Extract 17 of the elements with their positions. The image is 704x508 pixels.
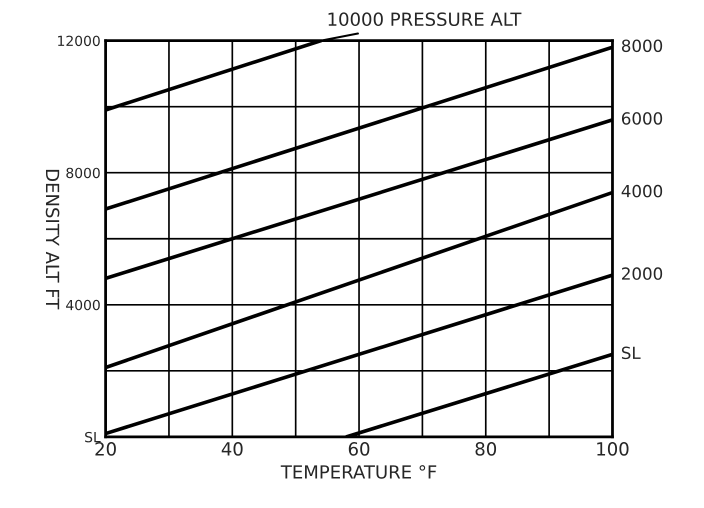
y-tick-label: 8000	[66, 168, 100, 178]
x-tick-label: 80	[475, 442, 496, 456]
series-label: 2000	[622, 267, 662, 280]
y-tick-label: SL	[85, 432, 101, 442]
series-label: 6000	[622, 112, 662, 125]
x-axis-title: TEMPERATURE °F	[280, 465, 436, 479]
series-label: 10000 PRESSURE ALT	[328, 12, 522, 26]
series-label: 4000	[622, 184, 662, 198]
x-tick-label: 100	[597, 442, 629, 456]
x-tick-label: 60	[348, 442, 370, 456]
y-tick-label: 4000	[66, 300, 100, 310]
y-axis-title: DENSITY ALT FT	[46, 170, 60, 310]
y-tick-label: 12000	[58, 36, 100, 46]
x-tick-label: 40	[222, 442, 243, 456]
x-tick-label: 20	[95, 442, 116, 456]
series-label: SL	[622, 346, 641, 360]
series-label: 8000	[622, 39, 662, 52]
